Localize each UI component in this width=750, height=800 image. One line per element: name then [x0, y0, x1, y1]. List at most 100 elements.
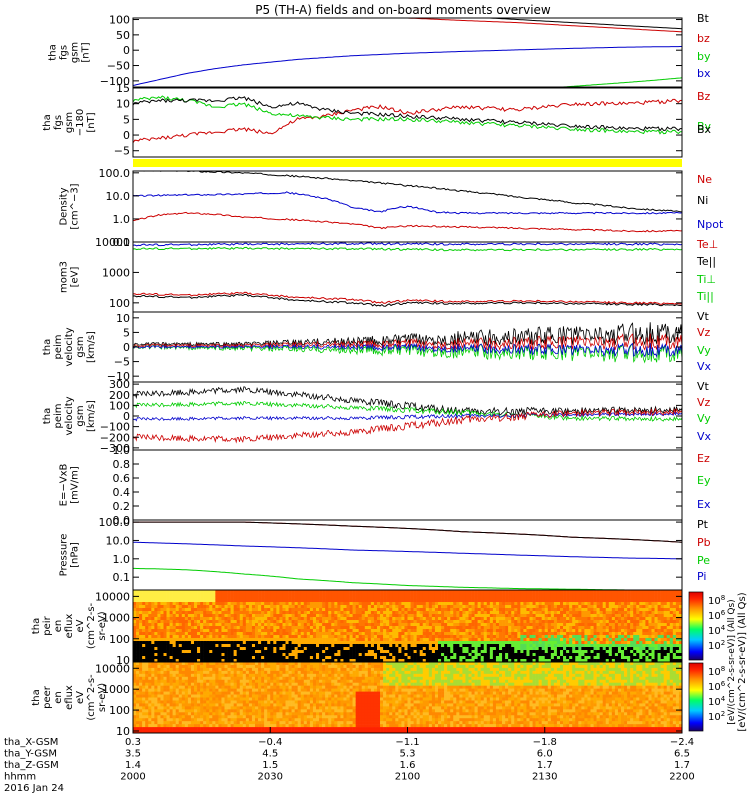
- heatmap-cell: [294, 605, 298, 609]
- heatmap-cell: [566, 656, 570, 660]
- heatmap-cell: [282, 647, 286, 651]
- heatmap-cell: [285, 620, 289, 624]
- heatmap-cell: [200, 617, 204, 621]
- heatmap-cell: [178, 679, 183, 684]
- heatmap-cell: [483, 641, 488, 645]
- heatmap-cell: [139, 647, 143, 651]
- heatmap-cell: [636, 659, 640, 662]
- heatmap-cell: [395, 620, 399, 624]
- y-axis-label-line: velocity: [64, 327, 75, 366]
- heatmap-cell: [505, 653, 509, 657]
- heatmap-cell: [343, 596, 347, 600]
- heatmap-cell: [212, 602, 216, 606]
- heatmap-cell: [447, 593, 451, 597]
- heatmap-cell: [389, 644, 393, 648]
- heatmap-cell: [462, 611, 466, 615]
- heatmap-cell: [489, 641, 494, 645]
- heatmap-cell: [239, 656, 244, 660]
- heatmap-cell: [270, 602, 274, 606]
- heatmap-cell: [133, 718, 137, 722]
- heatmap-cell: [556, 647, 561, 651]
- heatmap-cell: [678, 620, 682, 624]
- heatmap-cell: [453, 638, 457, 642]
- heatmap-cell: [523, 653, 527, 657]
- heatmap-cell: [282, 641, 286, 645]
- heatmap-cell: [230, 632, 234, 636]
- heatmap-cell: [178, 644, 183, 648]
- heatmap-cell: [215, 638, 219, 642]
- heatmap-cell: [172, 608, 176, 612]
- heatmap-cell: [151, 623, 155, 627]
- heatmap-cell: [398, 602, 402, 606]
- heatmap-cell: [523, 626, 527, 630]
- heatmap-cell: [596, 605, 600, 609]
- heatmap-cell: [154, 664, 158, 669]
- heatmap-cell: [599, 602, 603, 606]
- heatmap-cell: [410, 614, 414, 618]
- heatmap-cell: [444, 659, 448, 662]
- heatmap-cell: [499, 647, 503, 651]
- heatmap-cell: [154, 667, 158, 672]
- heatmap-cell: [160, 656, 164, 660]
- heatmap-cell: [483, 656, 488, 660]
- heatmap-cell: [184, 647, 189, 651]
- heatmap-cell: [480, 647, 485, 651]
- heatmap-cell: [505, 605, 509, 609]
- heatmap-cell: [160, 638, 164, 642]
- heatmap-cell: [364, 614, 369, 618]
- legend-density-Npot: Npot: [697, 218, 724, 231]
- heatmap-cell: [373, 629, 378, 633]
- heatmap-cell: [453, 656, 457, 660]
- heatmap-cell: [398, 614, 402, 618]
- heatmap-cell: [492, 623, 497, 627]
- y-axis-label: mom3 [eV]: [59, 261, 81, 293]
- heatmap-cell: [401, 656, 405, 660]
- heatmap-cell: [654, 602, 658, 606]
- heatmap-cell: [151, 727, 155, 731]
- heatmap-cell: [459, 593, 463, 597]
- heatmap-cell: [511, 623, 515, 627]
- heatmap-cell: [212, 611, 216, 615]
- heatmap-cell: [148, 599, 152, 603]
- heatmap-cell: [145, 700, 149, 704]
- heatmap-cell: [459, 614, 463, 618]
- heatmap-cell: [602, 629, 607, 633]
- heatmap-cell: [285, 617, 289, 621]
- heatmap-cell: [651, 632, 655, 636]
- heatmap-cell: [602, 614, 607, 618]
- heatmap-cell: [352, 614, 356, 618]
- heatmap-cell: [544, 638, 549, 642]
- heatmap-cell: [499, 659, 503, 662]
- heatmap-cell: [611, 590, 616, 594]
- y-tick-label: 10.0: [106, 534, 131, 547]
- heatmap-cell: [380, 596, 384, 600]
- heatmap-cell: [569, 590, 573, 594]
- heatmap-cell: [492, 641, 497, 645]
- heatmap-cell: [505, 602, 509, 606]
- heatmap-cell: [627, 638, 631, 642]
- heatmap-cell: [617, 644, 622, 648]
- heatmap-cell: [352, 590, 356, 594]
- heatmap-cell: [508, 647, 512, 651]
- heatmap-cell: [419, 611, 424, 615]
- heatmap-cell: [675, 620, 680, 624]
- heatmap-cell: [218, 590, 222, 594]
- heatmap-cell: [377, 659, 381, 662]
- heatmap-cell: [517, 626, 521, 630]
- heatmap-cell: [248, 632, 253, 636]
- heatmap-cell: [401, 596, 405, 600]
- heatmap-cell: [309, 617, 314, 621]
- heatmap-cell: [532, 626, 536, 630]
- heatmap-cell: [398, 623, 402, 627]
- heatmap-cell: [139, 700, 143, 704]
- heatmap-cell: [236, 605, 241, 609]
- heatmap-cell: [447, 653, 451, 657]
- heatmap-cell: [343, 653, 347, 657]
- heatmap-cell: [462, 602, 466, 606]
- heatmap-cell: [303, 641, 308, 645]
- heatmap-cell: [309, 614, 314, 618]
- heatmap-cell: [282, 596, 286, 600]
- heatmap-cell: [297, 620, 302, 624]
- heatmap-cell: [273, 647, 277, 651]
- heatmap-cell: [584, 641, 588, 645]
